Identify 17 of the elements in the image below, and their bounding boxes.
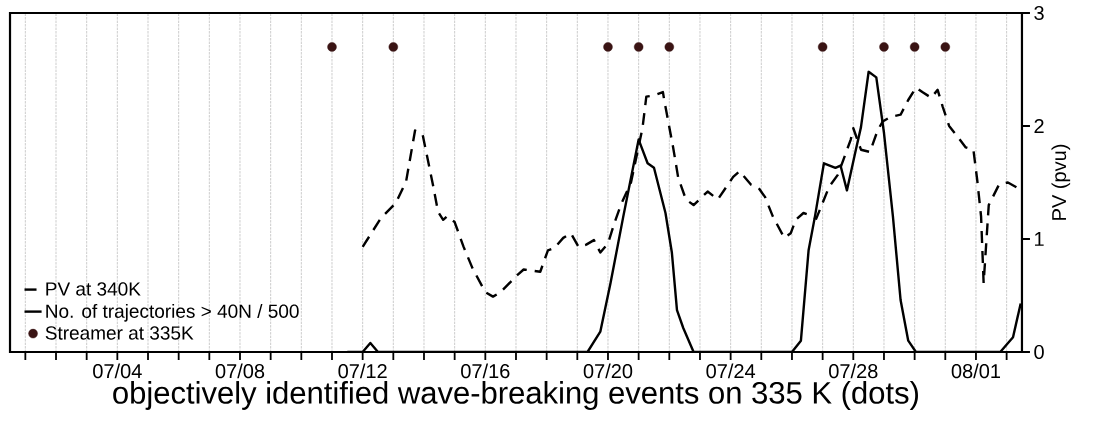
x-axis-title: objectively identified wave-breaking events on 335 K (dots) [113,381,918,410]
x-tick-label: 07/24 [706,363,756,379]
x-tick-label: 07/16 [461,363,510,379]
x-tick-label: 07/12 [338,363,387,379]
legend-label: PV at 340K [46,282,141,296]
y-tick-label: 1 [1035,232,1044,246]
x-tick-label: 07/20 [583,363,633,379]
x-tick-label: 07/28 [829,363,878,379]
x-tick-label: 07/04 [93,363,142,379]
y-tick-label: 2 [1034,119,1044,133]
y-axis-title: PV (pvu) [1051,144,1071,220]
legend-label: No. of trajectories > 40N / 500 [46,303,299,322]
y-tick-label: 3 [1034,5,1044,21]
y-tick-label: 0 [1034,344,1044,360]
x-tick-label: 07/08 [215,363,265,379]
legend-label: Streamer at 335K [45,326,194,340]
x-tick-label: 08/01 [951,363,1001,379]
